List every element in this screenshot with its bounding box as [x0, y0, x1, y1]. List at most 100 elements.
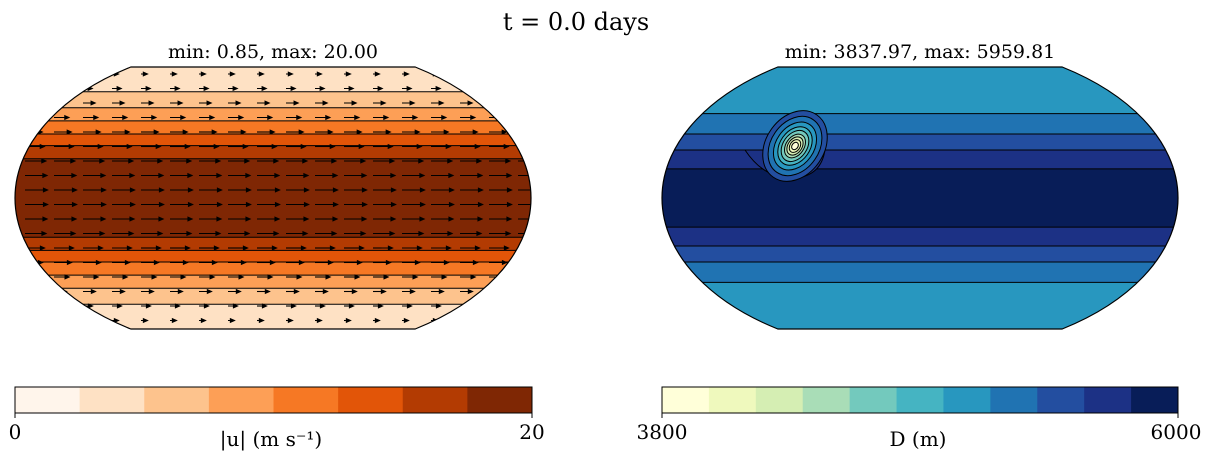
wind-arrow	[170, 129, 189, 135]
wind-arrow	[199, 187, 223, 193]
wind-arrow	[83, 143, 104, 150]
wind-arrow	[170, 245, 191, 251]
depth-colorbar	[661, 386, 1179, 418]
wind-arrow	[344, 303, 355, 309]
wind-arrow	[518, 203, 531, 206]
wind-arrow	[141, 230, 164, 237]
wind-arrow	[83, 100, 97, 106]
wind-arrow	[431, 245, 452, 251]
wind-colorbar-segment	[208, 387, 274, 413]
wind-arrow	[141, 143, 162, 150]
wind-arrow	[402, 317, 410, 324]
wind-arrow	[460, 259, 479, 266]
depth-colorbar-frame	[661, 386, 1179, 414]
wind-arrow	[518, 288, 531, 295]
wind-arrow	[25, 100, 39, 106]
wind-arrow	[170, 71, 178, 77]
wind-arrow	[83, 288, 97, 295]
wind-arrow	[25, 317, 33, 324]
wind-band	[14, 262, 531, 276]
wind-arrow	[54, 245, 75, 251]
depth-band	[662, 149, 1178, 169]
wind-arrow	[25, 216, 49, 222]
wind-arrow	[286, 245, 307, 251]
wind-arrow	[170, 274, 187, 280]
figure-title: t = 0.0 days	[503, 8, 649, 36]
wind-arrow	[141, 85, 152, 92]
wind-arrow	[373, 100, 387, 106]
wind-arrow	[25, 201, 49, 208]
wind-arrow	[112, 114, 129, 121]
wind-arrow	[489, 187, 513, 193]
panel-depth: min: 3837.97, max: 5959.81 3800 6000 D (…	[637, 41, 1202, 451]
wind-arrow	[344, 274, 361, 280]
wind-arrow	[489, 172, 513, 179]
wind-arrow	[315, 187, 339, 193]
wind-arrow	[25, 303, 36, 309]
wind-arrow	[170, 172, 194, 179]
wind-arrow	[54, 274, 71, 280]
wind-arrow	[112, 187, 136, 193]
depth-field	[662, 67, 1178, 329]
wind-arrow	[518, 129, 531, 135]
wind-arrow	[373, 288, 387, 295]
wind-arrow	[431, 230, 454, 237]
wind-arrow	[518, 218, 531, 220]
wind-arrow	[402, 85, 413, 92]
wind-arrow	[83, 201, 107, 208]
depth-colorbar-segment	[849, 387, 898, 413]
wind-arrow	[228, 303, 239, 309]
wind-arrow	[170, 288, 184, 295]
depth-colorbar-segment	[708, 387, 757, 413]
wind-arrow	[286, 85, 297, 92]
wind-arrow	[315, 259, 334, 266]
wind-arrow	[25, 158, 48, 164]
depth-perturbation-contour	[791, 141, 799, 151]
wind-arrow	[25, 172, 49, 179]
wind-arrow	[54, 129, 73, 135]
wind-arrow	[257, 158, 280, 164]
depth-colorbar-segment	[1037, 387, 1085, 413]
wind-arrow	[112, 303, 123, 309]
wind-arrow	[257, 114, 274, 121]
wind-colorbar-segment	[273, 387, 339, 413]
wind-arrow	[518, 274, 531, 280]
wind-arrow	[228, 100, 242, 106]
wind-arrow	[141, 172, 165, 179]
depth-colorbar-segment	[990, 387, 1038, 413]
wind-colorbar-segment	[338, 387, 404, 413]
wind-arrow	[431, 100, 445, 106]
wind-arrow	[286, 143, 307, 150]
wind-arrow	[460, 274, 477, 280]
wind-arrow	[257, 245, 278, 251]
depth-colorbar-segment	[943, 387, 991, 413]
wind-arrow	[344, 114, 361, 121]
wind-arrow	[112, 85, 123, 92]
wind-arrow	[228, 245, 249, 251]
wind-arrow	[460, 114, 477, 121]
wind-arrow	[315, 158, 338, 164]
wind-arrow	[112, 288, 126, 295]
wind-arrow	[431, 303, 442, 309]
wind-arrow	[199, 100, 213, 106]
wind-arrow	[402, 100, 416, 106]
wind-arrow	[228, 158, 251, 164]
wind-arrow	[112, 274, 129, 280]
wind-arrow	[431, 129, 450, 135]
wind-arrow	[518, 174, 531, 177]
wind-arrow	[199, 129, 218, 135]
wind-arrow	[141, 129, 160, 135]
wind-arrow	[83, 216, 107, 222]
wind-arrow	[286, 288, 300, 295]
wind-arrow	[373, 259, 392, 266]
depth-colorbar-segment	[755, 387, 804, 413]
wind-arrow	[518, 317, 526, 324]
wind-arrow	[460, 245, 481, 251]
wind-arrow	[199, 143, 220, 150]
wind-arrow	[344, 85, 355, 92]
wind-arrow	[286, 100, 300, 106]
wind-arrow	[518, 259, 531, 266]
wind-arrow	[286, 201, 310, 208]
wind-arrow	[141, 245, 162, 251]
